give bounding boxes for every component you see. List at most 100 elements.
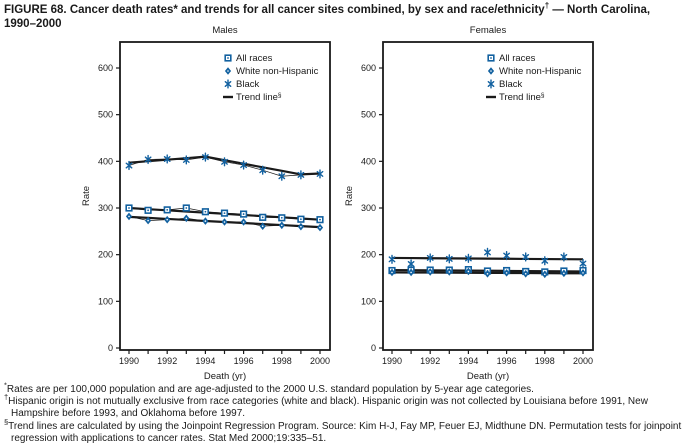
plot-border [382,41,594,351]
legend-label: Trend line§ [236,92,282,103]
series-all-races [125,204,324,224]
asterisk-marker [445,254,453,264]
footnote: *Rates are per 100,000 population and ar… [4,380,683,396]
svg-text:100: 100 [98,296,113,306]
diamond-marker [560,269,567,278]
footnote: §Trend lines are calculated by using the… [4,418,683,445]
svg-text:600: 600 [361,63,376,73]
figure-title: FIGURE 68. Cancer death rates* and trend… [4,1,683,31]
diamond-marker [278,221,285,230]
svg-text:1998: 1998 [535,356,555,366]
y-axis-label: Rate [344,186,355,206]
diamond-marker [579,269,587,277]
asterisk-marker [522,252,530,262]
square-marker [201,208,209,216]
svg-text:0: 0 [371,343,376,353]
asterisk-marker [163,154,171,164]
legend: All races White non-Hispanic Black Trend li… [486,53,582,103]
svg-text:1992: 1992 [157,356,177,366]
footnote-text: Trend lines are calculated by using the … [8,420,682,444]
asterisk-marker [125,160,133,171]
y-axis: 0 100 200 300 400 500 600 [361,63,383,353]
svg-text:2000: 2000 [573,356,593,366]
footnotes: *Rates are per 100,000 population and ar… [4,380,683,445]
legend-label: All races [236,53,273,64]
svg-text:0: 0 [108,343,113,353]
square-marker [220,209,229,217]
svg-text:200: 200 [361,250,376,260]
series-white-non-hispanic [125,212,324,232]
svg-text:300: 300 [98,203,113,213]
asterisk-marker [541,256,549,266]
legend-label: White non-Hispanic [499,66,582,77]
asterisk-marker [484,247,491,257]
diamond-marker [487,67,495,75]
x-axis-label: Death (yr) [467,371,509,382]
svg-text:500: 500 [361,110,376,120]
diamond-marker [164,215,171,224]
asterisk-marker [201,152,209,162]
svg-text:1990: 1990 [119,356,139,366]
x-axis: 1990 1992 1994 1996 1998 2000 [382,350,593,366]
males-chart: Males 0 100 200 300 400 500 600 Rate 1990 1992 1994… [81,25,331,382]
svg-text:400: 400 [361,156,376,166]
footnote-symbol: * [4,380,7,390]
square-marker [240,210,248,218]
footnote: †Hispanic origin is not mutually exclusi… [4,392,683,420]
svg-text:200: 200 [98,250,113,260]
asterisk-marker [221,157,228,167]
diamond-marker [224,67,232,75]
svg-text:1996: 1996 [234,356,254,366]
diamond-marker [202,217,209,225]
series-black [125,152,324,181]
diamond-marker [484,270,491,278]
panel-title: Females [470,25,507,36]
legend-label: White non-Hispanic [236,66,319,77]
asterisk-marker [426,253,434,263]
square-marker [224,54,232,62]
asterisk-marker [464,253,472,264]
asterisk-marker [579,258,587,269]
asterisk-marker [503,250,511,261]
series-black [388,247,587,269]
asterisk-marker [240,160,248,170]
title-superscript: † [544,1,550,11]
svg-text:1990: 1990 [382,356,402,366]
legend-label: All races [499,53,536,64]
svg-text:500: 500 [98,110,113,120]
square-marker [182,204,190,212]
asterisk-marker [278,171,286,181]
footnote-symbol: † [4,392,9,402]
diamond-marker [221,218,228,226]
y-axis-label: Rate [81,186,92,206]
asterisk-marker [182,155,190,165]
diamond-marker [259,222,266,230]
diamond-marker [388,268,396,277]
panel-title: Males [212,25,238,36]
square-marker [259,213,267,221]
svg-text:1992: 1992 [420,356,440,366]
svg-text:1996: 1996 [497,356,517,366]
title-text: FIGURE 68. Cancer death rates* and trend… [4,4,545,16]
asterisk-marker [487,79,495,89]
diamond-marker [316,223,324,232]
legend-label: Black [236,79,259,90]
footnote-symbol: § [4,417,9,427]
square-marker [487,54,495,62]
asterisk-marker [407,259,415,269]
legend-label: Trend line§ [499,92,545,103]
svg-text:600: 600 [98,63,113,73]
diamond-marker [145,216,152,225]
square-marker [297,215,305,223]
asterisk-marker [297,170,305,180]
square-marker [316,216,324,224]
legend-label: Black [499,79,522,90]
title-text: — North Carolina, 1990–2000 [4,4,651,30]
x-axis-label: Death (yr) [204,371,246,382]
svg-text:300: 300 [361,203,376,213]
diamond-marker [297,222,304,231]
footnote-text: Rates are per 100,000 population and are… [6,384,534,395]
diamond-marker [125,212,133,221]
